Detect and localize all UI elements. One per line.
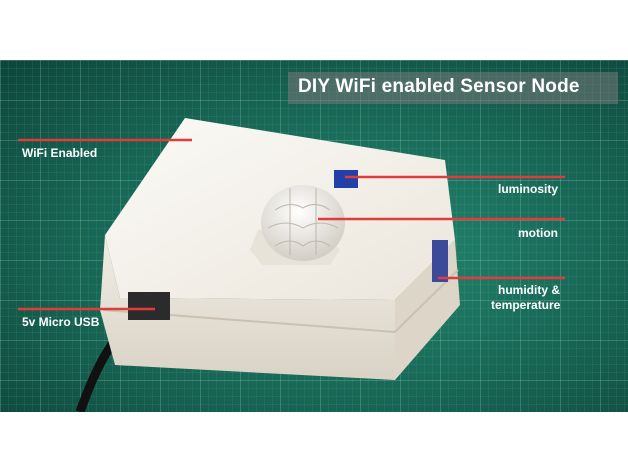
humidity-label-line1: humidity & [498,283,560,297]
usb-port [128,292,170,320]
enclosure-front [100,235,395,380]
luminosity-label: luminosity [498,182,559,196]
usb-label: 5v Micro USB [22,315,100,329]
pir-dome [261,185,345,261]
humidity-sensor [432,240,448,282]
wifi-label: WiFi Enabled [22,146,98,160]
humidity-label-line2: temperature [491,298,561,312]
luminosity-sensor [334,170,358,188]
title-banner [288,72,618,104]
product-photo: DIY WiFi enabled Sensor Node WiFi Enable… [0,60,628,412]
sensor-node-illustration [18,118,565,412]
page-title: DIY WiFi enabled Sensor Node [298,76,580,97]
motion-label: motion [518,226,558,240]
